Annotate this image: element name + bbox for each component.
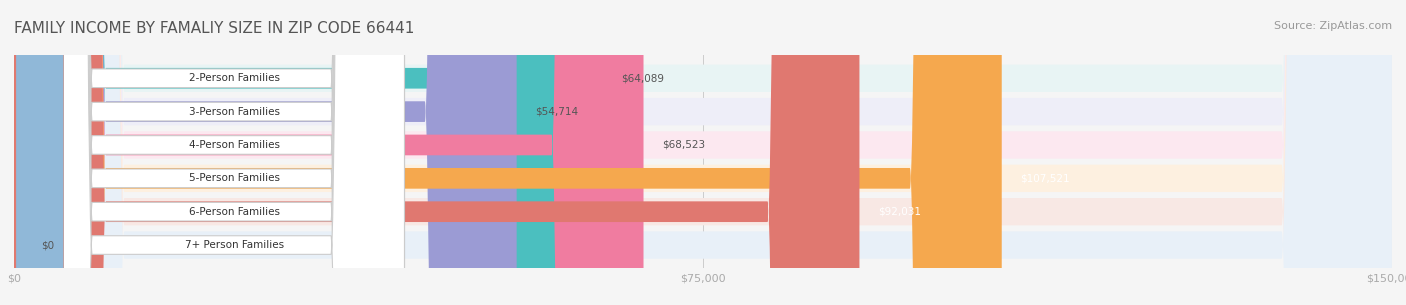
FancyBboxPatch shape: [18, 0, 405, 305]
FancyBboxPatch shape: [14, 0, 1392, 305]
FancyBboxPatch shape: [18, 0, 405, 305]
Text: Source: ZipAtlas.com: Source: ZipAtlas.com: [1274, 21, 1392, 31]
FancyBboxPatch shape: [14, 0, 1001, 305]
FancyBboxPatch shape: [14, 0, 1392, 305]
FancyBboxPatch shape: [18, 0, 405, 305]
FancyBboxPatch shape: [18, 0, 405, 305]
FancyBboxPatch shape: [14, 0, 1392, 305]
Circle shape: [17, 0, 63, 305]
Text: 7+ Person Families: 7+ Person Families: [186, 240, 284, 250]
FancyBboxPatch shape: [14, 0, 1392, 305]
Text: 2-Person Families: 2-Person Families: [188, 73, 280, 83]
FancyBboxPatch shape: [14, 0, 1392, 305]
Text: 5-Person Families: 5-Person Families: [188, 173, 280, 183]
Circle shape: [17, 0, 63, 305]
FancyBboxPatch shape: [18, 0, 405, 305]
Text: FAMILY INCOME BY FAMALIY SIZE IN ZIP CODE 66441: FAMILY INCOME BY FAMALIY SIZE IN ZIP COD…: [14, 21, 415, 36]
FancyBboxPatch shape: [14, 0, 859, 305]
Text: $107,521: $107,521: [1021, 173, 1070, 183]
Circle shape: [17, 0, 63, 305]
Text: 3-Person Families: 3-Person Families: [188, 107, 280, 117]
FancyBboxPatch shape: [14, 0, 644, 305]
Text: $64,089: $64,089: [621, 73, 664, 83]
Circle shape: [17, 0, 63, 305]
Text: 4-Person Families: 4-Person Families: [188, 140, 280, 150]
Circle shape: [17, 0, 63, 305]
Text: $54,714: $54,714: [536, 107, 578, 117]
Text: $0: $0: [42, 240, 55, 250]
FancyBboxPatch shape: [18, 0, 405, 305]
Circle shape: [17, 0, 63, 305]
FancyBboxPatch shape: [14, 0, 603, 305]
FancyBboxPatch shape: [14, 0, 1392, 305]
Text: $92,031: $92,031: [877, 207, 921, 217]
FancyBboxPatch shape: [14, 0, 516, 305]
Text: 6-Person Families: 6-Person Families: [188, 207, 280, 217]
Text: $68,523: $68,523: [662, 140, 704, 150]
